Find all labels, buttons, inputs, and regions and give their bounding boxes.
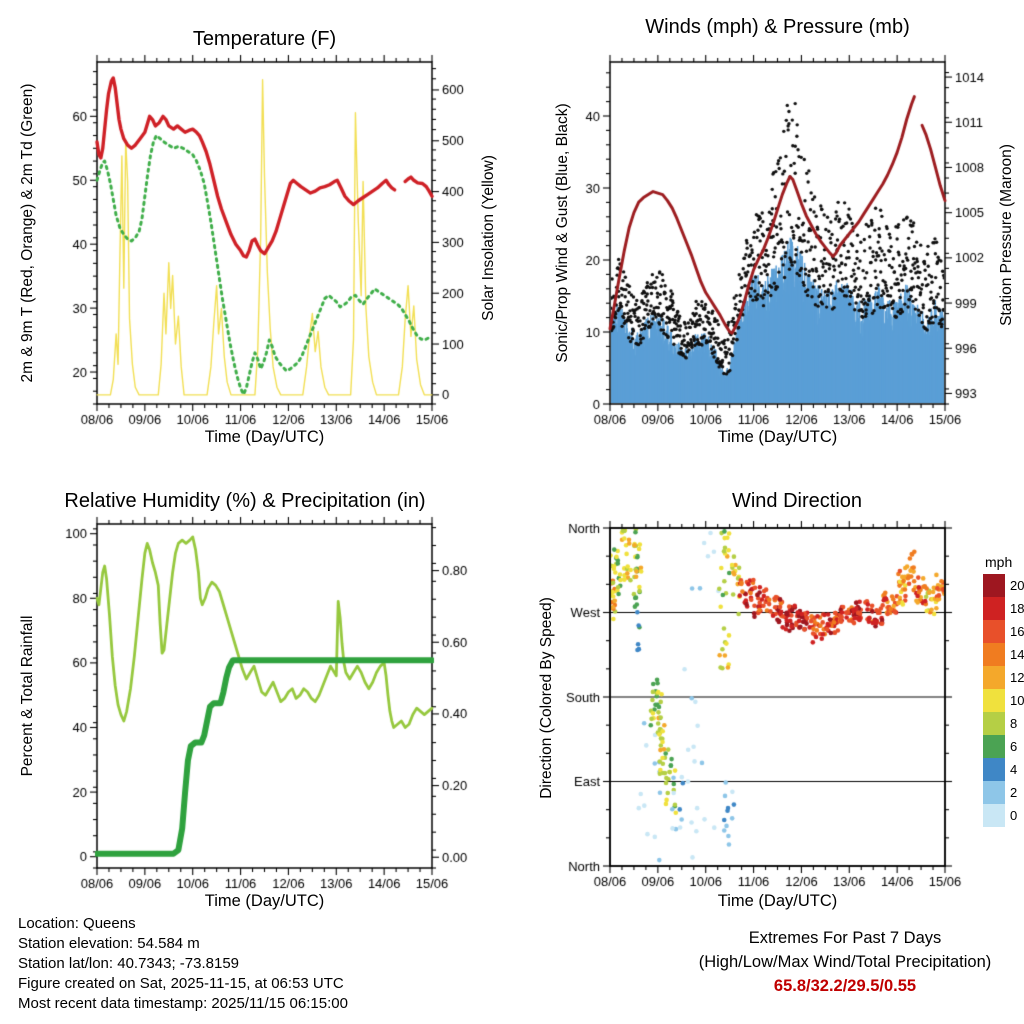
- data-timestamp: Most recent data timestamp: 2025/11/15 0…: [18, 995, 348, 1012]
- colorbar-swatch: [983, 643, 1005, 666]
- colorbar-label: 16: [1010, 624, 1024, 639]
- colorbar-label: 12: [1010, 670, 1024, 685]
- extremes-block: Extremes For Past 7 Days (High/Low/Max W…: [645, 926, 1024, 998]
- colorbar-swatch: [983, 574, 1005, 597]
- colorbar-swatch: [983, 712, 1005, 735]
- temperature-yaxis-label-text: 2m & 9m T (Red, Orange) & 2m Td (Green): [19, 83, 36, 383]
- colorbar-label: 8: [1010, 716, 1018, 731]
- temperature-title: Temperature (F): [192, 28, 337, 50]
- colorbar-label: 6: [1010, 739, 1018, 754]
- colorbar-label: 10: [1010, 693, 1024, 708]
- colorbar-row: 18: [983, 597, 1024, 620]
- colorbar-label: 4: [1010, 762, 1018, 777]
- temperature-xaxis-label: Time (Day/UTC): [204, 428, 325, 446]
- winds-pressure-xaxis-label: Time (Day/UTC): [717, 428, 838, 446]
- station-latlon: Station lat/lon: 40.7343; -73.8159: [18, 955, 240, 972]
- colorbar-row: 0: [983, 804, 1024, 827]
- colorbar-row: 8: [983, 712, 1024, 735]
- colorbar-row: 16: [983, 620, 1024, 643]
- humidity-precip-xaxis-label: Time (Day/UTC): [204, 892, 325, 910]
- colorbar-row: 2: [983, 781, 1024, 804]
- solar-yaxis-label-text: Solar Insolation (Yellow): [480, 155, 497, 321]
- humidity-precip-title: Relative Humidity (%) & Precipitation (i…: [64, 490, 426, 512]
- station-location: Location: Queens: [18, 915, 136, 932]
- extremes-subtitle: (High/Low/Max Wind/Total Precipitation): [698, 953, 992, 971]
- wind-direction-xaxis-label: Time (Day/UTC): [717, 892, 838, 910]
- colorbar-row: 6: [983, 735, 1024, 758]
- wind-direction-title: Wind Direction: [731, 490, 863, 512]
- colorbar-swatch: [983, 597, 1005, 620]
- colorbar-swatch: [983, 804, 1005, 827]
- colorbar-label: 20+: [1010, 578, 1024, 593]
- wind-direction-chart-canvas: [512, 470, 1024, 940]
- winds-pressure-chart-canvas: [512, 0, 1024, 470]
- colorbar-swatch: [983, 781, 1005, 804]
- humidity-precip-chart-canvas: [0, 470, 512, 940]
- humidity-yaxis-label-text: Percent & Total Rainfall: [19, 615, 36, 777]
- station-info: Location: Queens Station elevation: 54.5…: [18, 914, 348, 1014]
- colorbar-swatch: [983, 620, 1005, 643]
- colorbar-swatch: [983, 666, 1005, 689]
- colorbar-label: 0: [1010, 808, 1018, 823]
- pressure-yaxis-label-text: Station Pressure (Maroon): [998, 144, 1015, 326]
- temperature-chart-canvas: [0, 0, 512, 470]
- colorbar-swatch: [983, 735, 1005, 758]
- direction-yaxis-label-text: Direction (Colored By Speed): [538, 597, 555, 799]
- colorbar-row: 20+: [983, 574, 1024, 597]
- colorbar-row: 10: [983, 689, 1024, 712]
- colorbar-label: 14: [1010, 647, 1024, 662]
- colorbar-label: 2: [1010, 785, 1018, 800]
- wind-gust-yaxis-label-text: Sonic/Prop Wind & Gust (Blue, Black): [554, 103, 571, 363]
- colorbar-rows: 20+ 18 16 14 12 10 8 6 4 2 0: [983, 574, 1024, 827]
- extremes-title: Extremes For Past 7 Days: [748, 929, 942, 947]
- colorbar: mph 20+ 18 16 14 12 10 8 6 4 2 0: [983, 554, 1024, 827]
- colorbar-swatch: [983, 758, 1005, 781]
- figure-created: Figure created on Sat, 2025-11-15, at 06…: [18, 975, 344, 992]
- extremes-values: 65.8/32.2/29.5/0.55: [773, 977, 917, 995]
- colorbar-title: mph: [985, 554, 1013, 570]
- station-elevation: Station elevation: 54.584 m: [18, 935, 200, 952]
- winds-pressure-title: Winds (mph) & Pressure (mb): [645, 16, 910, 38]
- colorbar-row: 12: [983, 666, 1024, 689]
- colorbar-row: 4: [983, 758, 1024, 781]
- colorbar-label: 18: [1010, 601, 1024, 616]
- colorbar-row: 14: [983, 643, 1024, 666]
- colorbar-swatch: [983, 689, 1005, 712]
